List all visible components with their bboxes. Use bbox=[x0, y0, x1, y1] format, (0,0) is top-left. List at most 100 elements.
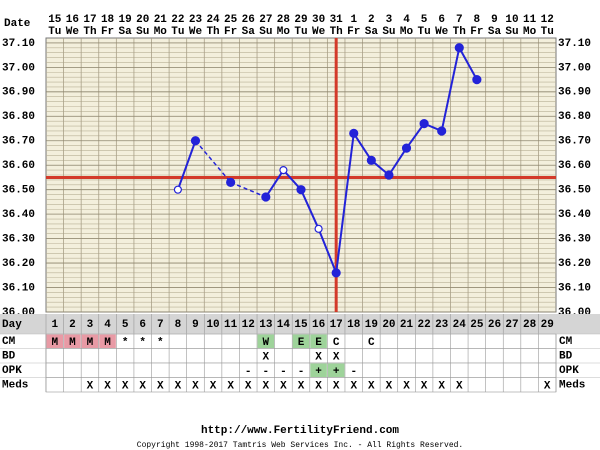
day-number: 29 bbox=[541, 319, 554, 331]
day-number: 6 bbox=[139, 319, 146, 331]
temp-segment bbox=[194, 140, 232, 183]
cell-text: X bbox=[333, 352, 340, 364]
y-tick-label: 36.30 bbox=[2, 234, 35, 246]
y-tick-label-right: 36.40 bbox=[558, 209, 591, 221]
cell-text: M bbox=[104, 337, 111, 349]
temp-point bbox=[190, 136, 201, 146]
y-tick-label-right: 37.00 bbox=[558, 62, 591, 74]
cell-text: - bbox=[298, 366, 305, 378]
cell-text: C bbox=[333, 337, 340, 349]
day-number: 5 bbox=[122, 319, 129, 331]
date: 8 bbox=[474, 14, 481, 26]
temp-point bbox=[279, 166, 288, 175]
date: 25 bbox=[224, 14, 238, 26]
cell-text: M bbox=[69, 337, 76, 349]
cell-text: X bbox=[280, 381, 287, 393]
cell-highlight bbox=[292, 334, 310, 348]
date: 31 bbox=[330, 14, 344, 26]
date: 19 bbox=[119, 14, 132, 26]
date: 24 bbox=[206, 14, 220, 26]
day-number: 17 bbox=[330, 319, 343, 331]
y-tick-label-right: 36.10 bbox=[558, 282, 591, 294]
cell-text: X bbox=[333, 381, 340, 393]
temp-segment bbox=[405, 123, 425, 149]
y-tick-label: 36.80 bbox=[2, 111, 35, 123]
weekday: Su bbox=[136, 26, 149, 38]
date: 17 bbox=[83, 14, 96, 26]
date: 10 bbox=[505, 14, 518, 26]
date: 28 bbox=[277, 14, 291, 26]
temp-point bbox=[226, 177, 236, 187]
row-label-right: OPK bbox=[559, 365, 579, 377]
temp-point bbox=[296, 185, 306, 195]
date: 23 bbox=[189, 14, 203, 26]
cell-text: X bbox=[122, 381, 129, 393]
day-number: 10 bbox=[206, 319, 219, 331]
temp-point bbox=[261, 192, 271, 202]
date: 20 bbox=[136, 14, 149, 26]
date: 9 bbox=[491, 14, 498, 26]
row-bg bbox=[45, 348, 557, 364]
day-number: 18 bbox=[347, 319, 361, 331]
row-label: Meds bbox=[2, 380, 28, 392]
footer-copyright: Copyright 1998-2017 Tamtris Web Services… bbox=[137, 441, 463, 450]
cell-highlight bbox=[327, 363, 345, 377]
weekday: Tu bbox=[418, 26, 431, 38]
temp-point bbox=[349, 128, 359, 139]
temp-point bbox=[314, 224, 323, 233]
date: 16 bbox=[66, 14, 79, 26]
weekday: Th bbox=[206, 26, 219, 38]
cell-text: X bbox=[210, 381, 217, 393]
y-tick-label: 37.10 bbox=[2, 38, 35, 50]
day-number: 25 bbox=[470, 319, 484, 331]
temp-segment bbox=[440, 47, 461, 132]
cell-highlight bbox=[310, 363, 327, 377]
weekday: Sa bbox=[242, 26, 256, 38]
day-row bbox=[0, 314, 600, 334]
temp-point bbox=[331, 268, 341, 278]
cell-text: M bbox=[87, 337, 94, 349]
weekday: Mo bbox=[400, 26, 414, 38]
date: 15 bbox=[48, 14, 62, 26]
cell-text: X bbox=[139, 381, 146, 393]
weekday: We bbox=[189, 26, 203, 38]
date: 7 bbox=[456, 14, 463, 26]
day-number: 20 bbox=[382, 319, 395, 331]
day-number: 19 bbox=[365, 319, 378, 331]
cell-text: E bbox=[315, 337, 322, 349]
cell-text: X bbox=[192, 381, 199, 393]
y-tick-label: 37.00 bbox=[2, 62, 35, 74]
cell-text: X bbox=[421, 381, 428, 393]
cell-text: X bbox=[104, 381, 111, 393]
temp-point bbox=[366, 155, 376, 165]
temp-segment bbox=[335, 133, 355, 273]
cell-text: X bbox=[438, 381, 445, 393]
date: 1 bbox=[350, 14, 357, 26]
y-tick-label: 36.70 bbox=[2, 136, 35, 148]
temp-point bbox=[472, 74, 482, 85]
cell-text: X bbox=[175, 381, 182, 393]
y-tick-label: 36.40 bbox=[2, 209, 35, 221]
day-number: 2 bbox=[69, 319, 76, 331]
weekday: Su bbox=[382, 26, 395, 38]
day-number: 26 bbox=[488, 319, 501, 331]
weekday: Mo bbox=[277, 26, 291, 38]
weekday: Fr bbox=[224, 26, 237, 38]
row-label: BD bbox=[2, 351, 16, 363]
y-tick-label-right: 36.30 bbox=[558, 234, 591, 246]
weekday: Tu bbox=[171, 26, 184, 38]
cell-text: X bbox=[157, 381, 164, 393]
day-number: 14 bbox=[277, 319, 291, 331]
date: 6 bbox=[438, 14, 445, 26]
y-tick-label-right: 36.50 bbox=[558, 185, 591, 197]
weekday: Mo bbox=[523, 26, 537, 38]
cell-text: X bbox=[245, 381, 252, 393]
date: 3 bbox=[386, 14, 393, 26]
date: 12 bbox=[541, 14, 554, 26]
weekday: Fr bbox=[347, 26, 360, 38]
weekday: We bbox=[435, 26, 449, 38]
temp-point bbox=[419, 119, 429, 129]
temp-segment bbox=[458, 47, 478, 81]
weekday: Tu bbox=[294, 26, 307, 38]
